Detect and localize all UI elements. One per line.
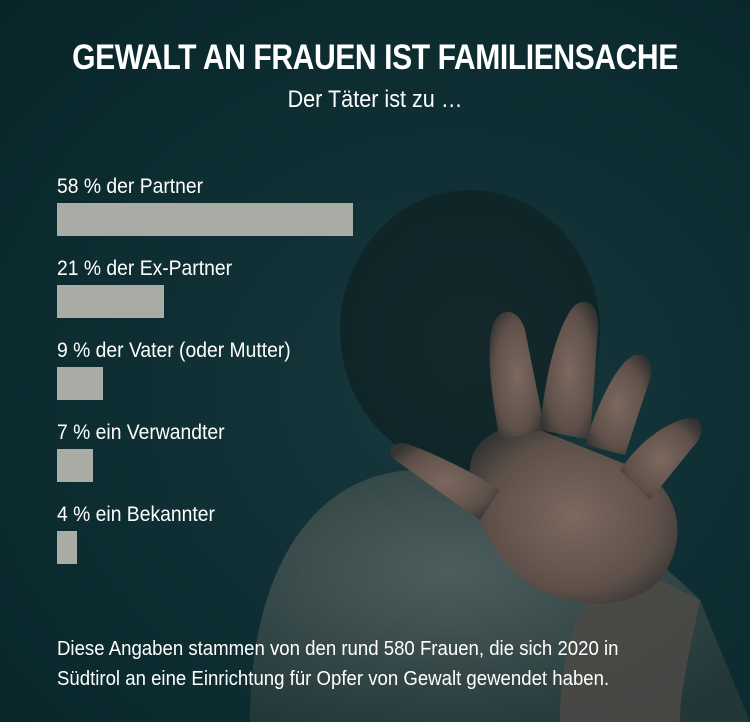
bar	[57, 285, 164, 318]
thumb	[390, 443, 500, 520]
bar	[57, 367, 103, 400]
chart-subtitle: Der Täter ist zu …	[287, 86, 463, 113]
bar-label: 21 % der Ex-Partner	[57, 257, 233, 280]
bar-chart: 58 % der Partner 21 % der Ex-Partner 9 % d…	[57, 0, 697, 600]
finger-middle	[540, 301, 599, 440]
finger-index	[489, 311, 545, 440]
finger-little	[620, 418, 702, 500]
finger-ring	[585, 354, 652, 455]
source-note: Diese Angaben stammen von den rund 580 F…	[57, 634, 662, 694]
bar	[57, 531, 77, 564]
bar	[57, 203, 353, 236]
bar	[57, 449, 93, 482]
bar-label: 58 % der Partner	[57, 175, 204, 198]
source-note-line: Diese Angaben stammen von den rund 580 F…	[57, 638, 619, 660]
bar-label: 7 % ein Verwandter	[57, 421, 225, 444]
source-note-line: Südtirol an eine Einrichtung für Opfer v…	[57, 668, 610, 690]
chart-title: GEWALT AN FRAUEN IST FAMILIENSACHE	[72, 38, 678, 77]
bar-label: 4 % ein Bekannter	[57, 503, 215, 526]
bar-label: 9 % der Vater (oder Mutter)	[57, 339, 291, 362]
